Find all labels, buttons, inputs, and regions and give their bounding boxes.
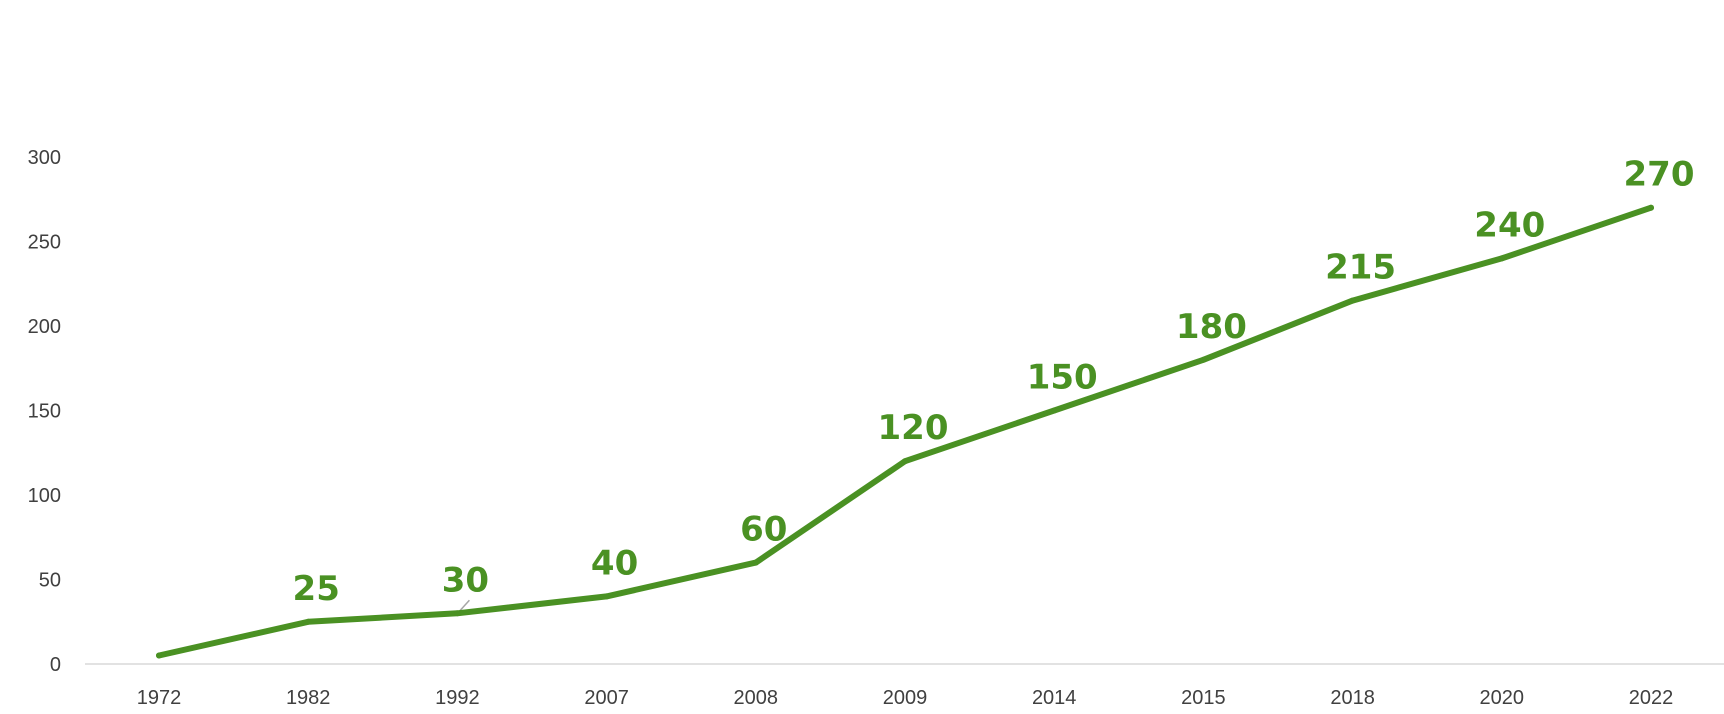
x-tick-label: 2008 — [734, 687, 779, 709]
y-tick-label: 250 — [28, 232, 61, 254]
series-points — [156, 204, 1654, 659]
x-tick-label: 2015 — [1181, 687, 1226, 709]
data-point — [1200, 356, 1207, 363]
data-label: 180 — [1176, 307, 1247, 347]
data-point — [1498, 255, 1505, 262]
data-point — [156, 652, 162, 659]
data-point — [1051, 407, 1058, 414]
data-label: 25 — [293, 569, 340, 609]
data-label: 215 — [1325, 248, 1396, 288]
y-tick-label: 200 — [28, 316, 61, 338]
data-point — [902, 458, 908, 465]
y-tick-label: 300 — [28, 147, 61, 169]
data-point — [1648, 204, 1654, 211]
data-point — [305, 618, 312, 625]
data-point — [1349, 297, 1356, 304]
y-tick-label: 0 — [50, 654, 61, 676]
data-label: 60 — [740, 510, 787, 550]
label-leaders — [458, 599, 470, 612]
x-tick-label: 2022 — [1629, 687, 1674, 709]
y-tick-label: 150 — [28, 401, 61, 423]
data-label: 240 — [1474, 205, 1545, 245]
data-label: 270 — [1624, 155, 1695, 195]
data-label: 150 — [1027, 358, 1098, 398]
label-leader-line — [458, 599, 470, 612]
data-label: 40 — [591, 543, 638, 583]
x-tick-label: 2009 — [883, 687, 928, 709]
y-tick-label: 100 — [28, 485, 61, 507]
y-axis-ticks: 0 50 100 150 200 250 300 — [28, 147, 61, 676]
x-tick-label: 2020 — [1480, 687, 1525, 709]
x-tick-label: 1992 — [435, 687, 480, 709]
x-tick-label: 2018 — [1330, 687, 1375, 709]
x-tick-label: 1972 — [137, 687, 182, 709]
x-tick-label: 2007 — [584, 687, 629, 709]
x-tick-label: 1982 — [286, 687, 331, 709]
data-point — [454, 610, 461, 617]
data-label: 30 — [442, 560, 489, 600]
data-label: 120 — [878, 408, 949, 448]
data-point — [603, 593, 610, 600]
x-tick-label: 2014 — [1032, 687, 1077, 709]
data-point — [752, 559, 759, 566]
x-axis-ticks: 1972 1982 1992 2007 2008 2009 2014 2015 2018 2020… — [137, 687, 1674, 709]
y-tick-label: 50 — [39, 570, 61, 592]
data-labels: 25 30 40 60 120 150 180 215 240 270 — [293, 155, 1695, 609]
